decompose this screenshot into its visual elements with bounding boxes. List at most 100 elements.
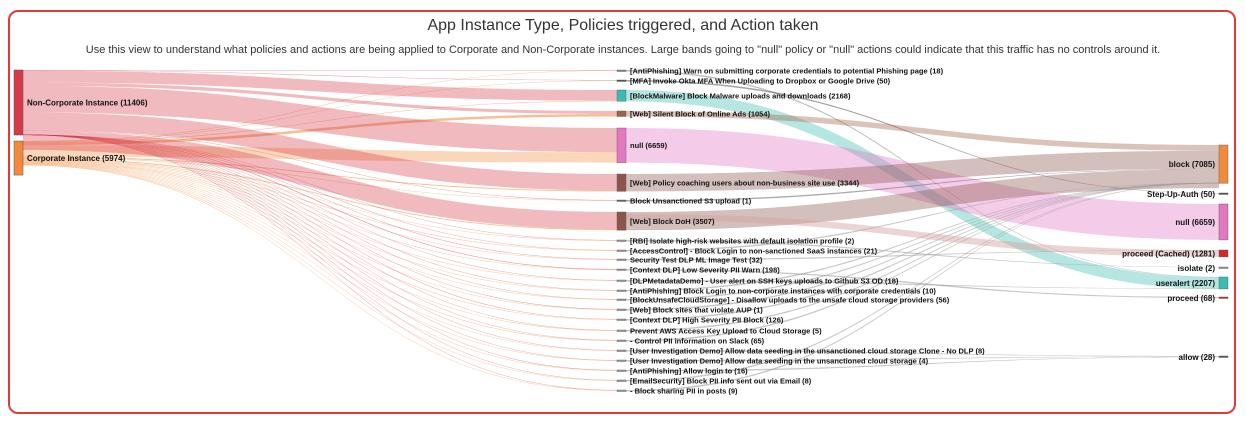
policy-node[interactable] (616, 127, 627, 163)
policy-label: [Web] Block sites that violate AUP (1) (630, 306, 763, 315)
policy-node[interactable] (616, 369, 627, 372)
action-label-step-up-auth: Step-Up-Auth (50) (1147, 190, 1215, 199)
link-policy-action (626, 182, 1219, 382)
link-source-policy (23, 161, 617, 300)
policy-node[interactable] (616, 298, 627, 301)
policy-node[interactable] (616, 349, 627, 352)
policy-label: [AccessControl] - Block Login to non-san… (630, 247, 878, 256)
policy-label: [Web] Policy coaching users about non-bu… (630, 178, 860, 187)
link-source-policy (23, 156, 617, 192)
policy-node[interactable] (616, 379, 627, 382)
action-node-proceed-cached[interactable] (1218, 249, 1229, 258)
policy-label: [MFA] Invoke Okta MFA When Uploading to … (630, 77, 891, 86)
sankey-nodes (13, 69, 1229, 392)
policy-label: [BlockUnsafeCloudStorage] - Disallow upl… (630, 296, 950, 305)
policy-node[interactable] (616, 339, 627, 342)
sankey-labels: Non-Corporate Instance (11406) Corporate … (27, 67, 1215, 396)
link-source-policy (23, 134, 617, 371)
link-policy-action (626, 182, 1219, 301)
policy-node[interactable] (616, 329, 627, 332)
policy-label: - Block sharing PII in posts (9) (630, 387, 738, 396)
link-source-policy (23, 134, 617, 310)
link-source-policy (23, 163, 617, 351)
policy-label: [RBI] Isolate high-risk websites with de… (630, 237, 855, 246)
link-policy-action (626, 182, 1219, 311)
policy-label: [Web] Block DoH (3507) (630, 217, 715, 226)
action-label-isolate: isolate (2) (1178, 264, 1216, 273)
policy-node[interactable] (616, 318, 627, 321)
link-source-policy (23, 70, 617, 101)
link-source-policy (23, 134, 617, 291)
link-policy-action (626, 250, 1219, 261)
link-source-policy (23, 134, 617, 391)
link-source-policy (23, 164, 617, 381)
link-source-policy (23, 162, 617, 341)
policy-node[interactable] (616, 199, 627, 202)
link-policy-action (626, 182, 1219, 252)
source-node-corporate-instance[interactable] (13, 140, 24, 176)
source-node-non-corporate-instance[interactable] (13, 69, 24, 136)
action-label-proceed: proceed (68) (1167, 294, 1215, 303)
action-node-isolate[interactable] (1218, 266, 1229, 269)
policy-node[interactable] (616, 79, 627, 82)
policy-node[interactable] (616, 173, 627, 192)
policy-label: Prevent AWS Access Key Upload to Cloud S… (630, 327, 822, 336)
action-node-allow[interactable] (1218, 355, 1229, 358)
action-node-block[interactable] (1218, 144, 1229, 184)
policy-label: [EmailSecurity] Block PII info sent out … (630, 377, 812, 386)
action-node-proceed[interactable] (1218, 296, 1229, 299)
source-label-non-corporate-instance: Non-Corporate Instance (11406) (27, 99, 148, 108)
link-source-policy (23, 162, 617, 320)
policy-node[interactable] (616, 211, 627, 231)
chart-title: App Instance Type, Policies triggered, a… (427, 17, 819, 34)
policy-node[interactable] (616, 89, 627, 102)
link-source-policy (23, 82, 617, 115)
link-source-policy (23, 160, 617, 271)
action-node-null[interactable] (1218, 203, 1229, 241)
link-source-policy (23, 134, 617, 320)
action-label-block: block (7085) (1169, 160, 1216, 169)
link-source-policy (23, 159, 617, 251)
link-source-policy (23, 134, 617, 300)
policy-node[interactable] (616, 308, 627, 311)
link-source-policy (23, 160, 617, 281)
policy-node[interactable] (616, 110, 627, 117)
action-node-useralert[interactable] (1218, 276, 1229, 290)
link-policy-action (626, 269, 1219, 299)
policy-node[interactable] (616, 279, 627, 282)
link-source-policy (23, 134, 617, 241)
link-source-policy (23, 134, 617, 381)
policy-node[interactable] (616, 239, 627, 242)
policy-node[interactable] (616, 289, 627, 292)
link-policy-action (626, 182, 1219, 292)
link-source-policy (23, 70, 617, 142)
link-policy-action (626, 111, 1219, 151)
action-label-null: null (6659) (1175, 218, 1215, 227)
policy-node[interactable] (616, 268, 627, 271)
policy-label: Security Test DLP ML Image Test (32) (630, 256, 763, 265)
link-source-policy (23, 157, 617, 201)
policy-label: [DLPMetadataDemo] - User alert on SSH ke… (630, 277, 899, 286)
policy-label: [Context DLP] High Severity PII Block (1… (630, 316, 784, 325)
policy-node[interactable] (616, 258, 627, 261)
policy-label: [User Investigation Demo] Allow data see… (630, 347, 985, 356)
link-policy-action (626, 214, 1219, 257)
link-source-policy (23, 100, 617, 143)
link-source-policy (23, 160, 617, 291)
link-source-policy (23, 70, 617, 81)
policy-label: null (6659) (630, 141, 668, 150)
policy-node[interactable] (616, 69, 627, 72)
action-node-step-up-auth[interactable] (1218, 192, 1229, 195)
link-source-policy (23, 112, 617, 191)
link-policy-action (626, 150, 1219, 192)
link-source-policy (23, 158, 617, 241)
policy-label: [AntiPhishing] Block Login to non-corpor… (630, 287, 936, 296)
link-source-policy (23, 163, 617, 361)
link-policy-action (626, 240, 1219, 268)
link-policy-action (626, 356, 1219, 372)
policy-label: [User Investigation Demo] Allow data see… (630, 357, 929, 366)
link-policy-action (626, 70, 1219, 278)
policy-node[interactable] (616, 249, 627, 252)
policy-node[interactable] (616, 389, 627, 392)
policy-node[interactable] (616, 359, 627, 362)
